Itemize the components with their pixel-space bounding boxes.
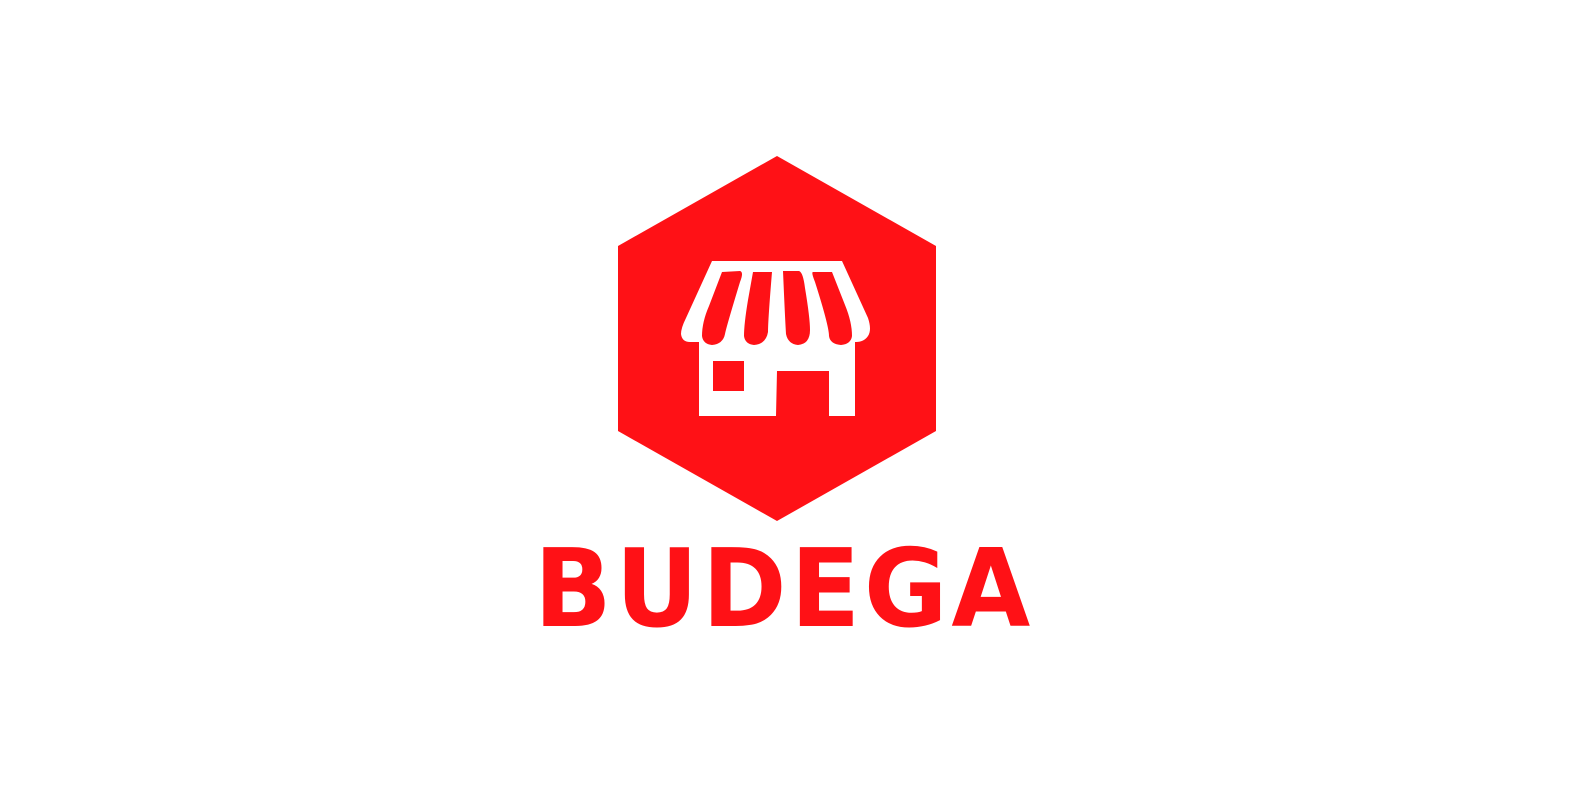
brand-name: BUDEGA	[520, 527, 1050, 652]
window	[713, 361, 744, 391]
brand-name-label: BUDEGA	[534, 527, 1034, 652]
awning-stripes	[702, 271, 852, 345]
